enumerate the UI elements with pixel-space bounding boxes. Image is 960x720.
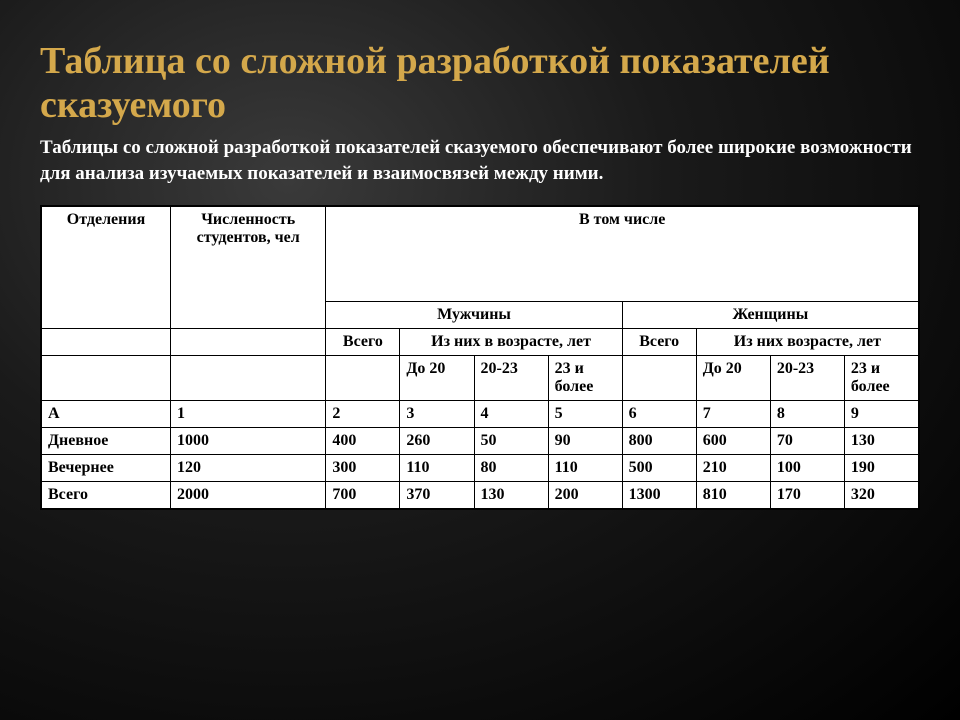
row-value: 800: [622, 427, 696, 454]
row-value: 90: [548, 427, 622, 454]
row-value: 50: [474, 427, 548, 454]
header-men-age3: 23 и более: [548, 355, 622, 400]
header-women-age3: 23 и более: [844, 355, 918, 400]
row-value: 110: [400, 454, 474, 481]
row-value: 1000: [171, 427, 326, 454]
row-value: 700: [326, 481, 400, 508]
header-women-age-group: Из них возрасте, лет: [696, 328, 918, 355]
row-value: 190: [844, 454, 918, 481]
header-men-age1: До 20: [400, 355, 474, 400]
row-value: 130: [474, 481, 548, 508]
index-cell: 2: [326, 400, 400, 427]
row-value: 170: [770, 481, 844, 508]
header-men-age2: 20-23: [474, 355, 548, 400]
header-men-age-group: Из них в возрасте, лет: [400, 328, 622, 355]
row-value: 600: [696, 427, 770, 454]
row-value: 320: [844, 481, 918, 508]
index-cell: 8: [770, 400, 844, 427]
table-row: Дневное 1000 400 260 50 90 800 600 70 13…: [42, 427, 919, 454]
index-cell: 4: [474, 400, 548, 427]
header-blank-3: [42, 355, 171, 400]
index-row: А 1 2 3 4 5 6 7 8 9: [42, 400, 919, 427]
index-cell: 7: [696, 400, 770, 427]
row-value: 260: [400, 427, 474, 454]
row-label: Дневное: [42, 427, 171, 454]
header-blank-5: [326, 355, 400, 400]
slide-subtitle: Таблицы со сложной разработкой показател…: [40, 135, 920, 186]
header-women-age2: 20-23: [770, 355, 844, 400]
slide-container: Таблица со сложной разработкой показател…: [0, 0, 960, 720]
header-women-age1: До 20: [696, 355, 770, 400]
table-row: Всего 2000 700 370 130 200 1300 810 170 …: [42, 481, 919, 508]
index-cell: А: [42, 400, 171, 427]
header-including: В том числе: [326, 206, 919, 301]
row-value: 210: [696, 454, 770, 481]
index-cell: 9: [844, 400, 918, 427]
row-value: 1300: [622, 481, 696, 508]
row-value: 370: [400, 481, 474, 508]
header-row-1: Отделения Численность студентов, чел В т…: [42, 206, 919, 301]
header-student-count: Численность студентов, чел: [171, 206, 326, 328]
row-value: 2000: [171, 481, 326, 508]
header-women: Женщины: [622, 301, 918, 328]
data-table: Отделения Численность студентов, чел В т…: [41, 206, 919, 509]
row-value: 70: [770, 427, 844, 454]
header-blank-4: [171, 355, 326, 400]
row-value: 400: [326, 427, 400, 454]
index-cell: 1: [171, 400, 326, 427]
table-body: А 1 2 3 4 5 6 7 8 9 Дневное 1000 400 260…: [42, 400, 919, 508]
index-cell: 6: [622, 400, 696, 427]
row-value: 500: [622, 454, 696, 481]
header-men: Мужчины: [326, 301, 622, 328]
row-value: 300: [326, 454, 400, 481]
index-cell: 5: [548, 400, 622, 427]
row-label: Вечернее: [42, 454, 171, 481]
row-value: 810: [696, 481, 770, 508]
header-men-total: Всего: [326, 328, 400, 355]
row-value: 110: [548, 454, 622, 481]
header-row-3: Всего Из них в возрасте, лет Всего Из ни…: [42, 328, 919, 355]
row-value: 100: [770, 454, 844, 481]
row-value: 130: [844, 427, 918, 454]
index-cell: 3: [400, 400, 474, 427]
row-value: 200: [548, 481, 622, 508]
table-wrapper: Отделения Численность студентов, чел В т…: [40, 205, 920, 510]
row-label: Всего: [42, 481, 171, 508]
header-women-total: Всего: [622, 328, 696, 355]
header-row-4: До 20 20-23 23 и более До 20 20-23 23 и …: [42, 355, 919, 400]
header-blank-2: [171, 328, 326, 355]
header-blank-1: [42, 328, 171, 355]
slide-title: Таблица со сложной разработкой показател…: [40, 40, 920, 127]
table-row: Вечернее 120 300 110 80 110 500 210 100 …: [42, 454, 919, 481]
row-value: 80: [474, 454, 548, 481]
header-blank-6: [622, 355, 696, 400]
header-departments: Отделения: [42, 206, 171, 328]
row-value: 120: [171, 454, 326, 481]
